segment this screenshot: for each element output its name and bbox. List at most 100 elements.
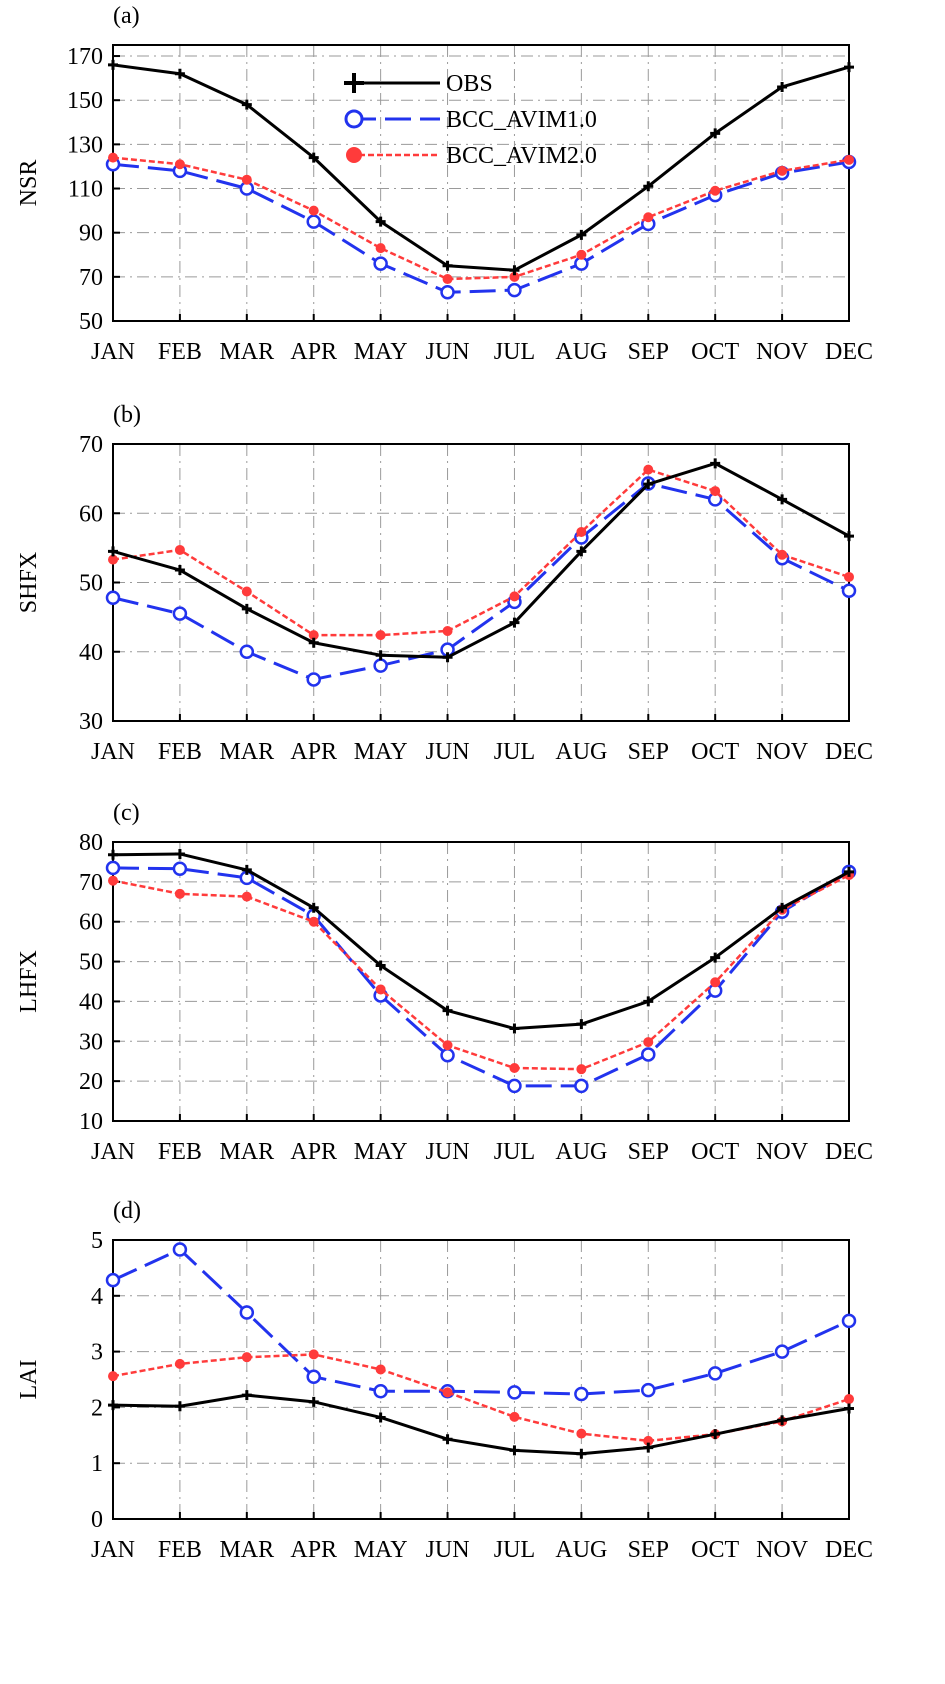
y-axis-label: LHFX bbox=[16, 950, 42, 1013]
legend-label: OBS bbox=[446, 71, 493, 97]
data-point bbox=[442, 652, 453, 663]
panel-1: JAN FEB MAR APR MAY JUN JUL AUG SEP OCT NOV DEC 50 70… bbox=[16, 3, 873, 365]
panel-2: JAN FEB MAR APR MAY JUN JUL AUG SEP OCT NOV DEC 30 40… bbox=[16, 402, 873, 765]
data-point bbox=[643, 212, 654, 223]
data-point bbox=[576, 1448, 587, 1459]
y-tick-label: 170 bbox=[67, 44, 103, 70]
legend-label: BCC_AVIM1.0 bbox=[446, 107, 597, 133]
data-point bbox=[844, 1394, 854, 1405]
data-point bbox=[841, 583, 857, 599]
x-tick-label: JAN bbox=[91, 739, 135, 765]
y-tick-label: 3 bbox=[91, 1340, 103, 1366]
series-obs bbox=[108, 848, 854, 1034]
y-tick-label: 110 bbox=[68, 177, 103, 203]
data-point bbox=[777, 902, 788, 913]
series-line bbox=[112, 63, 850, 272]
data-point bbox=[707, 1366, 723, 1381]
x-tick-label: DEC bbox=[825, 1139, 873, 1165]
x-tick-label: SEP bbox=[628, 1537, 669, 1563]
data-point bbox=[844, 571, 854, 582]
data-point bbox=[841, 1313, 857, 1329]
x-tick-label: MAR bbox=[219, 739, 274, 765]
x-tick-label: JUL bbox=[494, 339, 535, 365]
data-point bbox=[373, 658, 388, 673]
data-point bbox=[442, 1387, 453, 1398]
data-point bbox=[643, 479, 654, 490]
data-point bbox=[442, 1040, 453, 1051]
data-point bbox=[442, 274, 453, 285]
y-tick-label: 60 bbox=[79, 501, 103, 527]
panel-label: (b) bbox=[113, 402, 141, 428]
panel-label: (a) bbox=[113, 3, 140, 29]
data-point bbox=[777, 494, 788, 505]
data-point bbox=[509, 265, 520, 276]
data-point bbox=[375, 216, 386, 227]
data-point bbox=[576, 249, 587, 260]
data-point bbox=[174, 1358, 185, 1369]
x-tick-label: DEC bbox=[825, 1537, 873, 1563]
legend-marker bbox=[346, 147, 362, 163]
x-tick-label: MAR bbox=[219, 339, 274, 365]
x-tick-label: JUN bbox=[426, 339, 470, 365]
x-tick-label: MAY bbox=[354, 739, 408, 765]
y-tick-label: 70 bbox=[79, 432, 103, 458]
data-point bbox=[172, 606, 188, 621]
legend-item: BCC_AVIM2.0 bbox=[346, 143, 597, 169]
data-point bbox=[108, 1371, 118, 1382]
series-bcc-avim2-0 bbox=[108, 1349, 854, 1446]
series-obs bbox=[108, 458, 854, 663]
legend-marker bbox=[344, 109, 364, 129]
data-point bbox=[306, 672, 321, 687]
data-point bbox=[108, 152, 118, 163]
data-point bbox=[643, 1442, 654, 1453]
x-tick-label: OCT bbox=[691, 1139, 739, 1165]
y-tick-label: 5 bbox=[91, 1228, 103, 1254]
x-tick-label: JUL bbox=[494, 1139, 535, 1165]
series-line bbox=[112, 873, 850, 1071]
data-point bbox=[643, 464, 654, 475]
data-point bbox=[641, 1047, 656, 1062]
data-point bbox=[844, 866, 854, 877]
x-tick-label: MAY bbox=[354, 1537, 408, 1563]
data-point bbox=[507, 1385, 522, 1400]
data-point bbox=[239, 644, 255, 659]
data-point bbox=[442, 625, 453, 636]
legend-item: OBS bbox=[344, 71, 493, 97]
data-point bbox=[306, 214, 321, 229]
x-tick-label: APR bbox=[290, 739, 337, 765]
data-point bbox=[641, 1382, 656, 1398]
data-point bbox=[108, 546, 118, 557]
data-point bbox=[375, 630, 386, 641]
data-point bbox=[507, 1078, 522, 1094]
data-point bbox=[375, 1364, 386, 1375]
series-bcc-avim2-0 bbox=[108, 464, 854, 641]
y-tick-label: 2 bbox=[91, 1395, 103, 1421]
data-point bbox=[241, 864, 252, 875]
x-tick-label: FEB bbox=[158, 339, 202, 365]
data-point bbox=[241, 1390, 252, 1401]
series-line bbox=[112, 852, 850, 1031]
data-point bbox=[643, 1037, 654, 1048]
data-point bbox=[509, 1411, 520, 1422]
data-point bbox=[777, 1415, 788, 1426]
data-point bbox=[576, 546, 587, 557]
data-point bbox=[774, 1344, 790, 1359]
data-point bbox=[710, 486, 721, 497]
x-tick-label: FEB bbox=[158, 1537, 202, 1563]
x-tick-label: AUG bbox=[555, 339, 607, 365]
series-bcc-avim1-0 bbox=[105, 1242, 857, 1402]
data-point bbox=[442, 260, 453, 271]
data-point bbox=[710, 128, 721, 139]
data-point bbox=[643, 181, 654, 192]
y-tick-label: 30 bbox=[79, 709, 103, 735]
x-tick-label: OCT bbox=[691, 739, 739, 765]
data-point bbox=[375, 1412, 386, 1423]
x-tick-label: JUN bbox=[426, 1537, 470, 1563]
data-point bbox=[777, 549, 788, 560]
legend-label: BCC_AVIM2.0 bbox=[446, 143, 597, 169]
data-point bbox=[172, 1242, 188, 1257]
plot-frame bbox=[112, 44, 850, 322]
x-tick-label: MAY bbox=[354, 1139, 408, 1165]
data-point bbox=[442, 1434, 453, 1445]
x-tick-label: JUN bbox=[426, 1139, 470, 1165]
